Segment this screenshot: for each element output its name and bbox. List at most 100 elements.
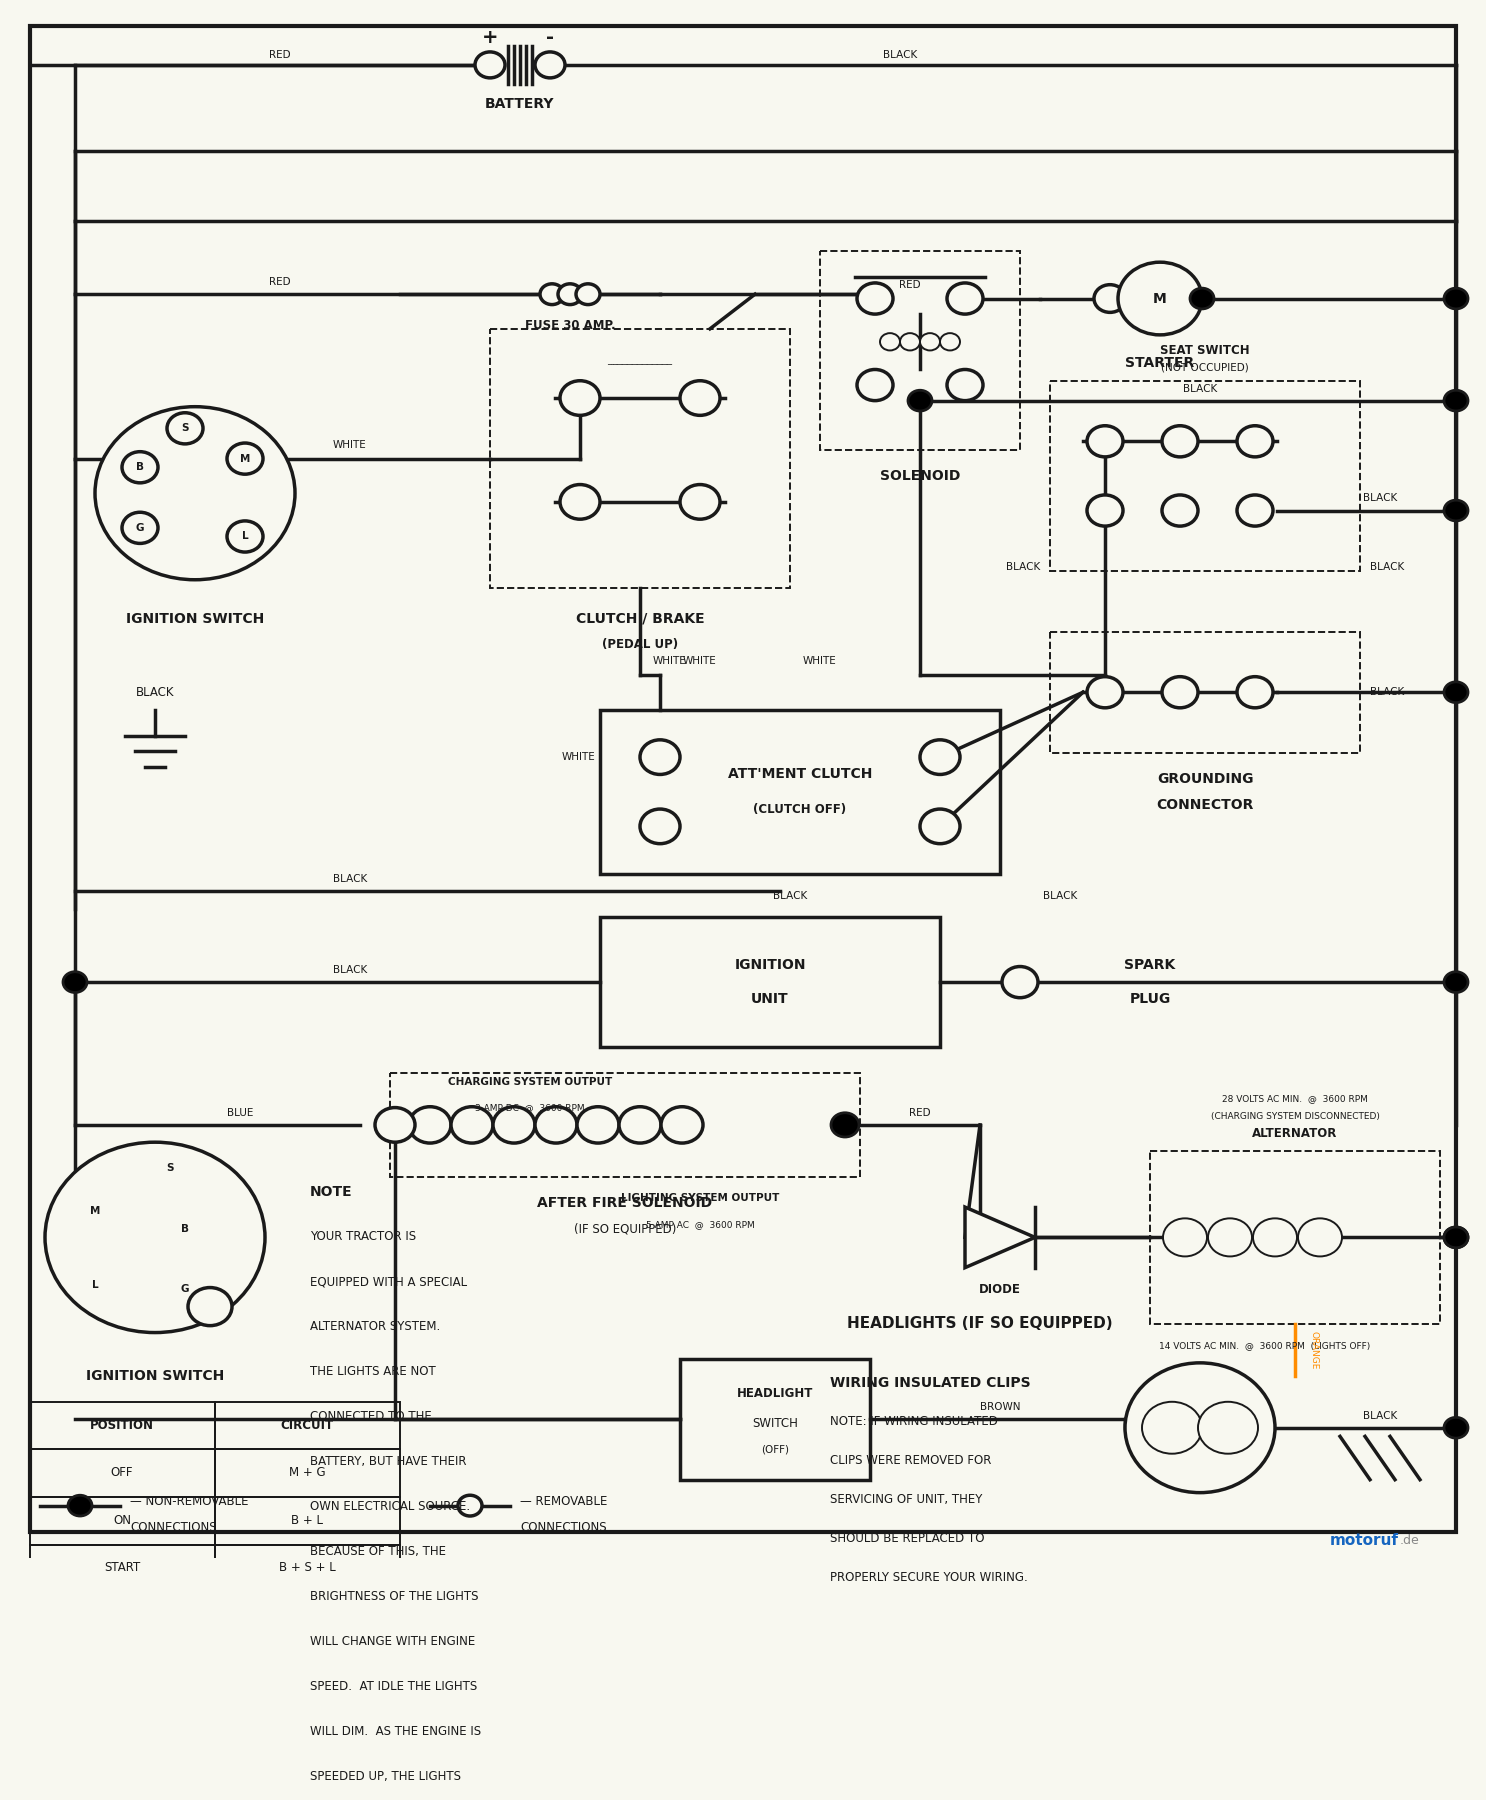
Text: SOLENOID: SOLENOID (880, 470, 960, 482)
Text: WHITE: WHITE (802, 655, 837, 666)
Text: PROPERLY SECURE YOUR WIRING.: PROPERLY SECURE YOUR WIRING. (831, 1571, 1028, 1584)
Text: ALTERNATOR SYSTEM.: ALTERNATOR SYSTEM. (311, 1321, 440, 1334)
Circle shape (681, 484, 721, 518)
Text: SWITCH: SWITCH (752, 1417, 798, 1429)
Circle shape (1198, 1402, 1259, 1454)
Bar (30, 1449, 215, 1498)
Text: ATT'MENT CLUTCH: ATT'MENT CLUTCH (728, 767, 872, 781)
Text: SPARK: SPARK (1125, 958, 1175, 972)
Text: IGNITION SWITCH: IGNITION SWITCH (126, 612, 265, 626)
Circle shape (1094, 284, 1126, 313)
Text: BLUE: BLUE (227, 1107, 253, 1118)
Text: ALTERNATOR: ALTERNATOR (1253, 1127, 1337, 1139)
Circle shape (560, 484, 600, 518)
Circle shape (640, 740, 681, 774)
Circle shape (535, 1107, 577, 1143)
Circle shape (947, 283, 984, 315)
Circle shape (166, 412, 204, 445)
Circle shape (577, 1107, 620, 1143)
Circle shape (661, 1107, 703, 1143)
Text: 3 AMP DC  @  3600 RPM: 3 AMP DC @ 3600 RPM (476, 1103, 585, 1112)
Circle shape (1162, 495, 1198, 526)
Circle shape (227, 520, 263, 553)
Text: CONNECTOR: CONNECTOR (1156, 797, 1254, 812)
Bar (681, 1359, 869, 1480)
Text: FUSE 30 AMP.: FUSE 30 AMP. (525, 319, 615, 331)
Bar (490, 329, 791, 589)
Text: BROWN: BROWN (979, 1402, 1021, 1411)
Circle shape (122, 513, 158, 544)
Text: 5 AMP AC  @  3600 RPM: 5 AMP AC @ 3600 RPM (645, 1220, 755, 1229)
Circle shape (476, 52, 505, 77)
Text: (PEDAL UP): (PEDAL UP) (602, 639, 678, 652)
Circle shape (908, 391, 932, 410)
Text: G: G (135, 522, 144, 533)
Text: 28 VOLTS AC MIN.  @  3600 RPM: 28 VOLTS AC MIN. @ 3600 RPM (1221, 1094, 1369, 1103)
Text: YOUR TRACTOR IS: YOUR TRACTOR IS (311, 1231, 416, 1244)
Text: ORANGE: ORANGE (1311, 1330, 1320, 1370)
Text: S: S (166, 1163, 174, 1174)
Text: BLACK: BLACK (333, 965, 367, 976)
Text: GROUNDING: GROUNDING (1156, 772, 1253, 787)
Circle shape (122, 452, 158, 482)
Text: M: M (239, 454, 250, 464)
Text: BLACK: BLACK (883, 50, 917, 59)
Text: CIRCUIT: CIRCUIT (281, 1418, 333, 1431)
Text: RED: RED (899, 279, 921, 290)
Text: WHITE: WHITE (684, 655, 716, 666)
Circle shape (1086, 495, 1123, 526)
Text: S: S (181, 423, 189, 434)
Text: RED: RED (269, 50, 291, 59)
Circle shape (1086, 427, 1123, 457)
Circle shape (920, 740, 960, 774)
Text: HEADLIGHTS (IF SO EQUIPPED): HEADLIGHTS (IF SO EQUIPPED) (847, 1316, 1113, 1332)
Text: THE LIGHTS ARE NOT: THE LIGHTS ARE NOT (311, 1366, 435, 1379)
Text: BLACK: BLACK (135, 686, 174, 698)
Text: STARTER: STARTER (1125, 356, 1195, 371)
Circle shape (560, 382, 600, 416)
Circle shape (1444, 1228, 1468, 1247)
Circle shape (857, 283, 893, 315)
Text: NOTE: NOTE (311, 1186, 352, 1199)
Circle shape (189, 1287, 232, 1325)
Circle shape (1162, 677, 1198, 707)
Bar (30, 1402, 215, 1449)
Text: 14 VOLTS AC MIN.  @  3600 RPM  (LIGHTS OFF): 14 VOLTS AC MIN. @ 3600 RPM (LIGHTS OFF) (1159, 1341, 1370, 1350)
Circle shape (901, 333, 920, 351)
Circle shape (450, 1107, 493, 1143)
Text: CONNECTIONS: CONNECTIONS (520, 1521, 606, 1534)
Text: HEADLIGHT: HEADLIGHT (737, 1386, 813, 1400)
Text: CONNECTIONS: CONNECTIONS (129, 1521, 217, 1534)
Bar (389, 1073, 860, 1177)
Circle shape (1236, 427, 1274, 457)
Circle shape (920, 808, 960, 844)
Text: POSITION: POSITION (91, 1418, 155, 1431)
Text: — REMOVABLE: — REMOVABLE (520, 1496, 608, 1508)
Circle shape (640, 808, 681, 844)
Circle shape (227, 443, 263, 473)
Bar (149, 1156, 192, 1181)
Circle shape (1162, 427, 1198, 457)
Circle shape (62, 972, 88, 992)
Circle shape (1086, 677, 1123, 707)
Text: CONNECTED TO THE: CONNECTED TO THE (311, 1411, 432, 1424)
Text: BATTERY: BATTERY (486, 97, 554, 112)
Text: BLACK: BLACK (1370, 688, 1404, 697)
Text: BLACK: BLACK (333, 875, 367, 884)
Text: ─────────────: ───────────── (608, 358, 673, 367)
Circle shape (1444, 391, 1468, 410)
Circle shape (1444, 288, 1468, 310)
Bar (600, 918, 941, 1048)
Bar (215, 1544, 400, 1593)
Text: SEAT SWITCH: SEAT SWITCH (1161, 344, 1250, 356)
Text: M + G: M + G (288, 1467, 325, 1480)
Text: SERVICING OF UNIT, THEY: SERVICING OF UNIT, THEY (831, 1492, 982, 1505)
Text: BLACK: BLACK (1363, 1411, 1397, 1420)
Text: EQUIPPED WITH A SPECIAL: EQUIPPED WITH A SPECIAL (311, 1276, 467, 1289)
Text: BLACK: BLACK (1183, 383, 1217, 394)
Circle shape (880, 333, 901, 351)
Text: (CLUTCH OFF): (CLUTCH OFF) (753, 803, 847, 815)
Text: B + S + L: B + S + L (279, 1561, 336, 1575)
Text: CLUTCH / BRAKE: CLUTCH / BRAKE (575, 612, 704, 626)
Circle shape (1125, 1363, 1275, 1492)
